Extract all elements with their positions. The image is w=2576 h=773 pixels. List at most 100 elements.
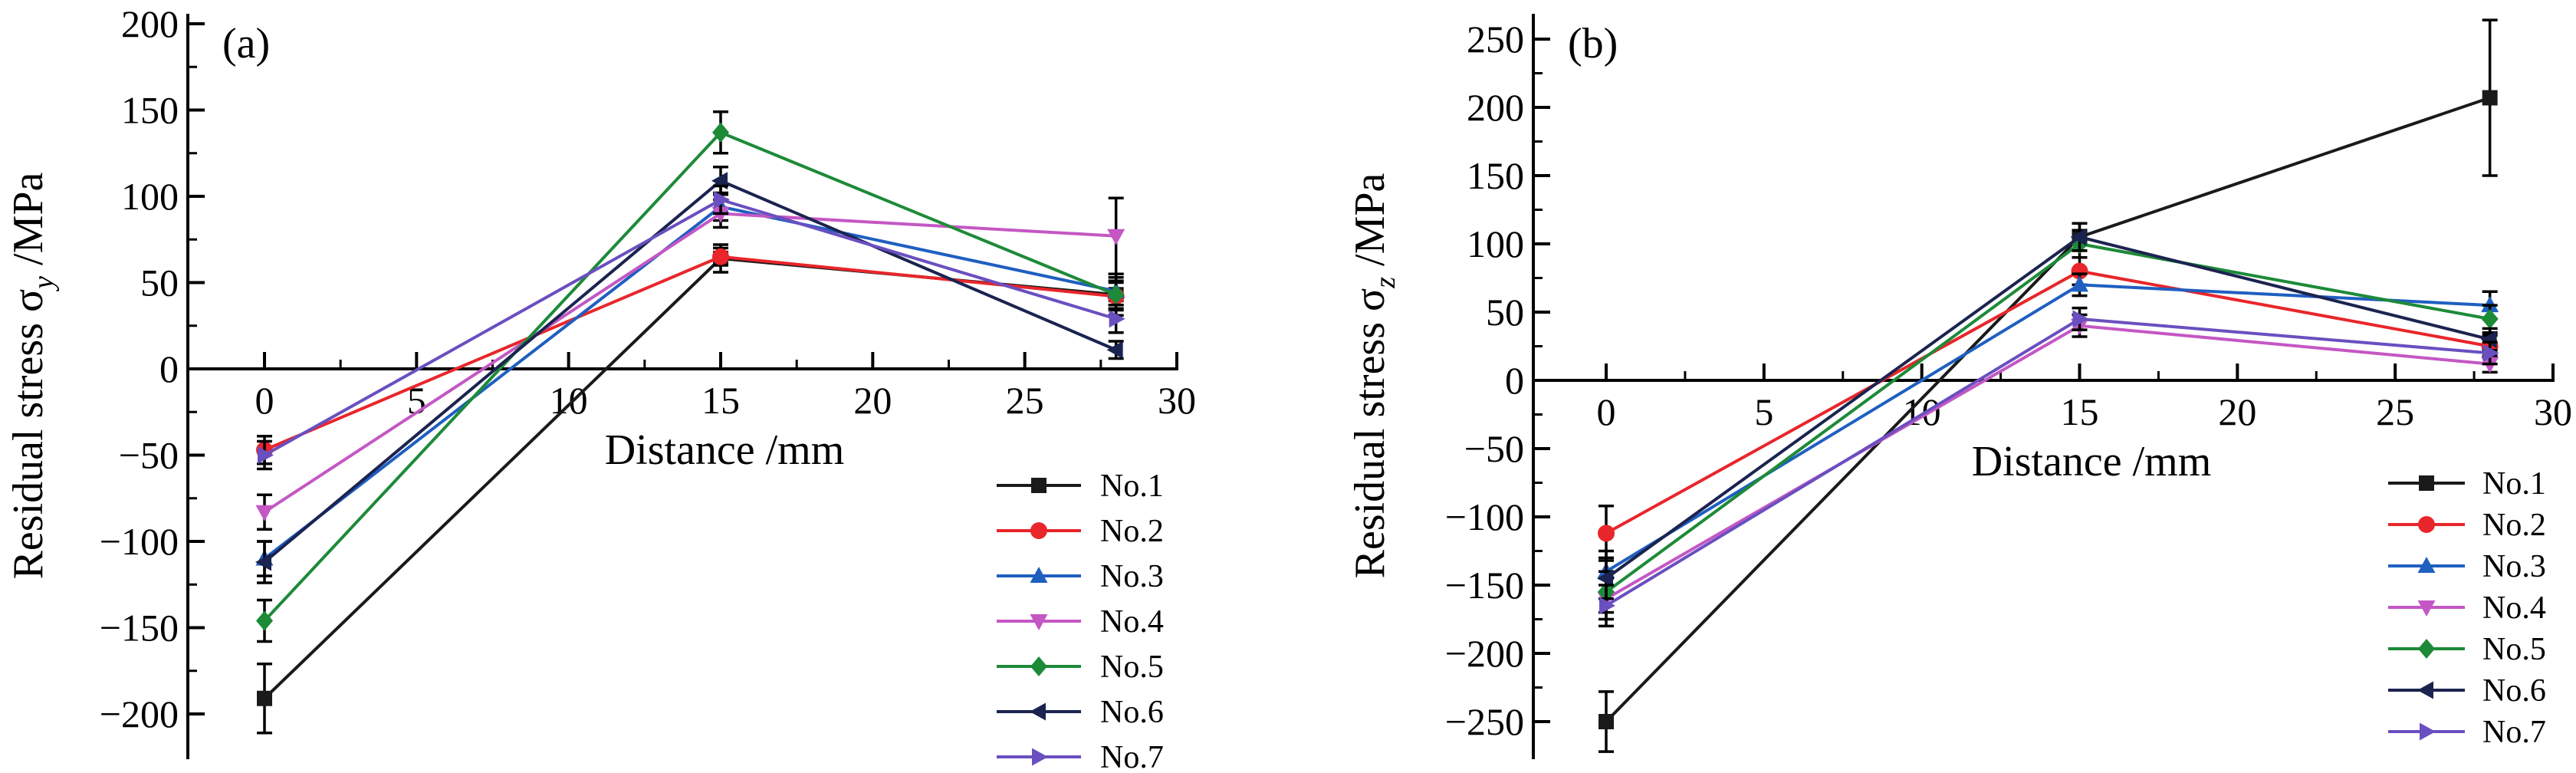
data-point-a-7-2	[1109, 310, 1125, 328]
legend-a: No.1 No.2 No.3 No.4 No.5 No.6 No.7	[997, 469, 1164, 773]
x-tick-label-a-6: 30	[1158, 379, 1196, 422]
panel-label-a: (a)	[222, 20, 270, 67]
y-tick-label-a-8: 200	[121, 2, 179, 45]
data-point-b-1-2	[2482, 90, 2498, 106]
y-tick-label-b-10: 250	[1467, 18, 1524, 61]
y-tick-label-b-6: 50	[1486, 291, 1524, 334]
y-tick-label-a-0: −200	[100, 692, 179, 735]
legend-b: No.1 No.2 No.3 No.4 No.5 No.6 No.7	[2388, 466, 2546, 750]
y-tick-label-b-5: 0	[1505, 359, 1524, 402]
legend-label-a-2: No.2	[1100, 514, 1164, 549]
data-point-b-6-1	[2070, 228, 2087, 246]
legend-label-a-5: No.5	[1100, 650, 1164, 685]
legend-marker-a-1	[1031, 478, 1046, 493]
legend-marker-a-2	[1030, 522, 1047, 539]
data-point-b-1-0	[1598, 714, 1614, 729]
y-tick-label-b-7: 100	[1467, 222, 1524, 265]
data-point-b-7-1	[2072, 310, 2089, 328]
y-axis-title-main-b: Residual stress σ	[1346, 288, 1394, 579]
x-tick-label-a-2: 10	[550, 379, 588, 422]
legend-marker-a-5	[1030, 656, 1047, 676]
x-tick-label-a-0: 0	[255, 379, 274, 422]
y-tick-label-b-8: 150	[1467, 154, 1524, 197]
data-point-a-1-0	[257, 690, 272, 706]
legend-label-b-7: No.7	[2482, 715, 2546, 750]
y-axis-title-subscript-b: z	[1369, 277, 1401, 289]
y-tick-label-a-7: 150	[121, 89, 179, 132]
data-point-a-2-1	[712, 248, 729, 265]
y-tick-label-a-1: −150	[100, 607, 179, 650]
y-tick-label-a-4: 0	[159, 347, 179, 390]
legend-marker-b-5	[2418, 639, 2435, 659]
data-point-a-5-1	[712, 122, 729, 143]
series-line-b-5	[1605, 242, 2491, 594]
legend-label-b-6: No.6	[2482, 673, 2546, 709]
legend-marker-a-7	[1032, 748, 1048, 766]
series-line-a-1	[263, 256, 1116, 700]
legend-marker-a-6	[1030, 702, 1046, 721]
x-tick-label-b-5: 25	[2376, 390, 2414, 433]
legend-label-a-6: No.6	[1100, 695, 1164, 730]
x-tick-label-a-4: 20	[853, 379, 892, 422]
y-tick-label-b-2: −150	[1445, 564, 1524, 607]
y-axis-title-main-a: Residual stress σ	[5, 289, 52, 580]
legend-label-b-4: No.4	[2482, 590, 2546, 626]
data-point-b-3-1	[2071, 275, 2088, 292]
data-point-b-6-2	[2480, 331, 2497, 349]
data-point-b-5-2	[2481, 308, 2499, 329]
legend-label-b-1: No.1	[2482, 466, 2546, 502]
x-axis-title-b: Distance /mm	[1972, 438, 2212, 485]
y-axis-title-subscript-a: y	[28, 276, 60, 292]
y-tick-label-a-6: 100	[121, 175, 179, 218]
y-tick-label-b-4: −50	[1464, 427, 1524, 470]
y-tick-label-b-3: −100	[1445, 495, 1524, 538]
legend-marker-a-4	[1030, 614, 1048, 630]
data-point-a-6-0	[255, 553, 271, 571]
series-line-a-7	[264, 198, 1117, 457]
legend-label-b-3: No.3	[2482, 549, 2546, 584]
legend-label-b-5: No.5	[2482, 632, 2546, 667]
legend-label-a-7: No.7	[1100, 740, 1164, 773]
y-axis-title-b: Residual stress σz /MPa	[1346, 173, 1401, 578]
legend-label-a-4: No.4	[1100, 604, 1164, 640]
y-tick-label-b-0: −250	[1445, 700, 1524, 743]
series-line-b-3	[1605, 283, 2490, 573]
x-tick-label-b-3: 15	[2061, 390, 2099, 433]
x-tick-label-b-1: 5	[1754, 390, 1773, 433]
data-point-b-2-1	[2071, 262, 2088, 280]
series-line-b-1	[1605, 96, 2491, 723]
panel-label-b: (b)	[1568, 20, 1618, 67]
legend-marker-b-2	[2418, 516, 2435, 533]
legend-marker-b-4	[2417, 600, 2436, 617]
y-tick-label-b-1: −200	[1445, 632, 1524, 675]
data-point-a-5-0	[256, 610, 273, 631]
x-tick-label-a-3: 15	[702, 379, 740, 422]
data-point-a-5-2	[1107, 285, 1125, 305]
x-tick-label-b-4: 20	[2218, 390, 2256, 433]
x-tick-label-b-0: 0	[1597, 390, 1616, 433]
y-tick-label-a-2: −100	[100, 520, 179, 563]
legend-label-a-3: No.3	[1100, 559, 1164, 594]
legend-marker-b-7	[2420, 722, 2436, 741]
y-tick-label-a-5: 50	[140, 262, 179, 304]
y-tick-label-a-3: −50	[119, 434, 179, 477]
legend-label-a-1: No.1	[1100, 469, 1164, 504]
legend-marker-b-1	[2419, 475, 2434, 491]
legend-label-b-2: No.2	[2482, 508, 2546, 543]
x-tick-label-a-5: 25	[1006, 379, 1044, 422]
data-point-a-7-0	[258, 446, 274, 464]
y-axis-title-unit-a: /MPa	[5, 172, 52, 275]
data-point-b-2-0	[1598, 525, 1615, 542]
legend-marker-b-6	[2417, 681, 2433, 699]
legend-marker-b-3	[2417, 557, 2436, 573]
data-point-a-7-1	[714, 191, 730, 209]
series-line-a-6	[263, 179, 1117, 564]
x-axis-title-a: Distance /mm	[605, 426, 845, 474]
x-tick-label-b-6: 30	[2534, 390, 2572, 433]
data-point-b-6-0	[1597, 569, 1613, 587]
legend-marker-a-3	[1030, 567, 1048, 583]
data-point-a-4-0	[255, 505, 274, 521]
data-point-a-4-2	[1107, 229, 1125, 245]
